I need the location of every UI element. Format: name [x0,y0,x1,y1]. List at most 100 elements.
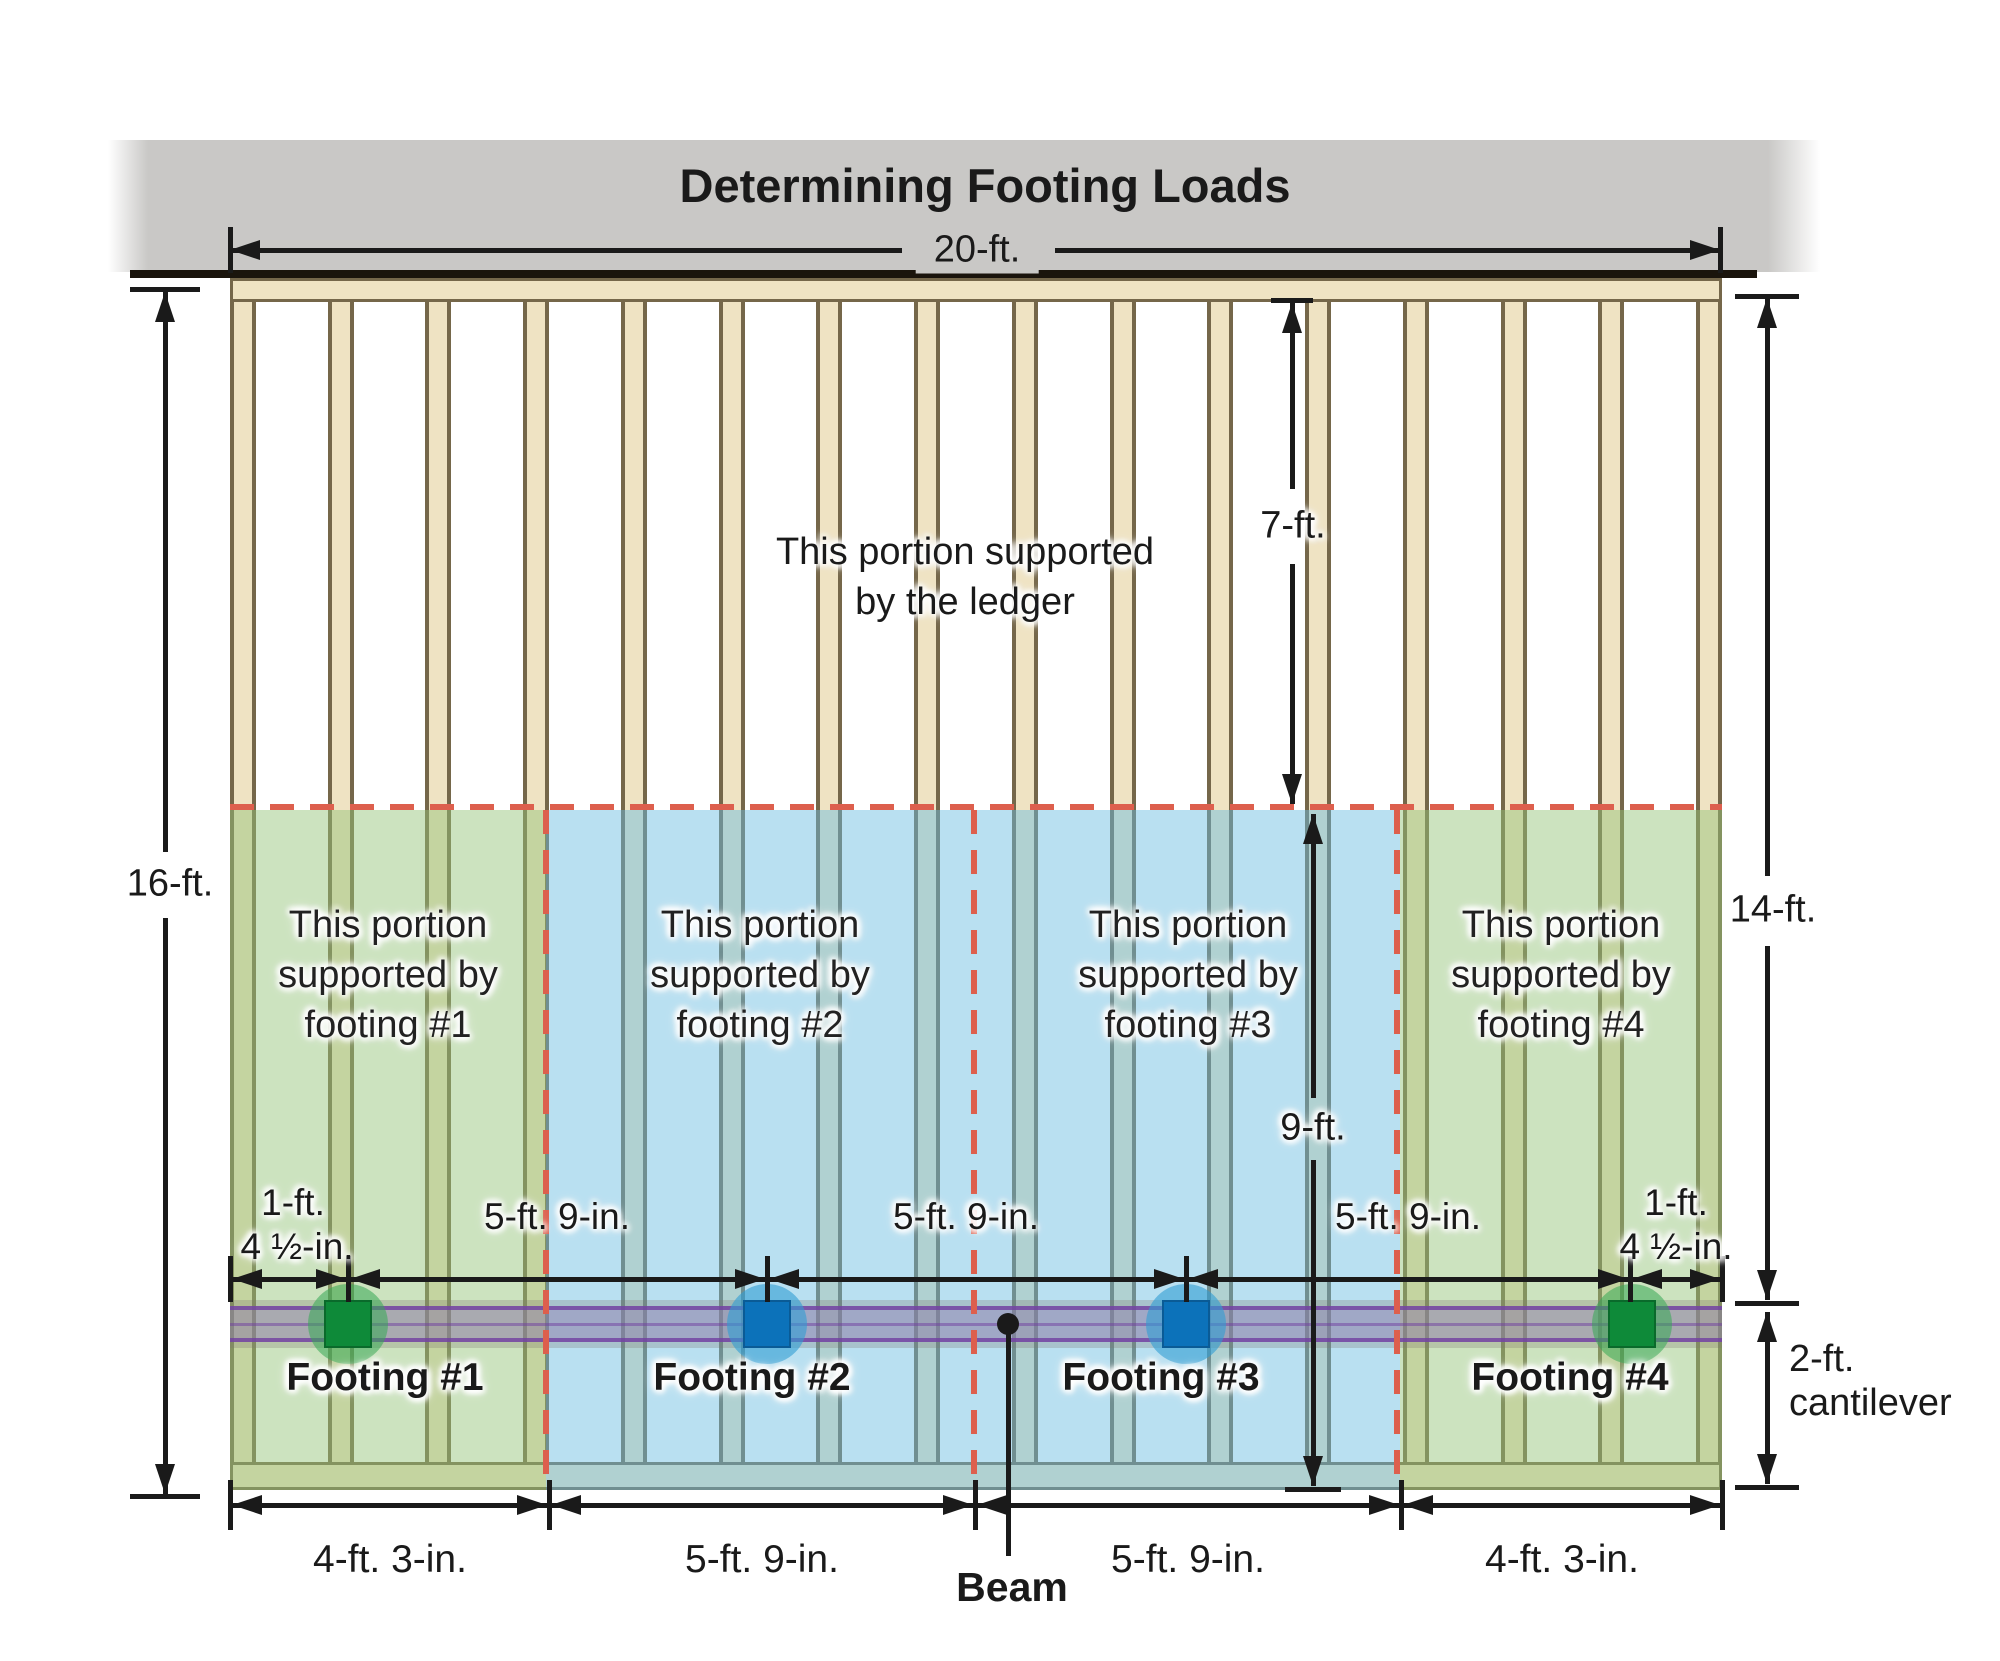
dim-line [1289,564,1295,804]
beam-pointer-line [1005,1324,1011,1556]
top-width-dim-label: 20-ft. [915,226,1039,274]
footing-4-label: Footing #4 [1471,1356,1669,1399]
bottom-dim-1: 4-ft. 3-in. [313,1538,467,1581]
dim-tick [1717,227,1723,273]
dim-tick [1398,1480,1404,1530]
right-total-dim-label: 14-ft. [1729,888,1817,931]
dim-arrowhead-down [1282,774,1302,804]
joist [1110,278,1136,1490]
dim-arrowhead-up [1282,303,1302,333]
dim-arrowhead-left [232,1495,262,1515]
joist [1305,278,1331,1490]
tributary-boundary-1-2 [543,810,549,1490]
dim-arrowhead-right [1690,240,1720,260]
dim-arrowhead-up [155,292,175,322]
tributary-boundary-3-4 [1394,810,1400,1490]
footing-2-pier [743,1300,791,1348]
ledger-note-line2: by the ledger [855,581,1075,623]
beam-dim-mid-1: 5-ft. 9-in. [484,1196,630,1237]
dim-line [350,1276,765,1282]
dim-line [1632,1276,1720,1282]
beam-dim-mid-2: 5-ft. 9-in. [893,1196,1039,1237]
zone-footing-1 [230,810,546,1490]
dim-arrowhead-left [232,1269,262,1289]
dim-line [162,292,168,852]
beam-dim-mid-3: 5-ft. 9-in. [1335,1196,1481,1237]
joist [914,278,940,1490]
dim-arrowhead-right [735,1269,765,1289]
joist [425,278,451,1490]
dim-tick [764,1256,770,1302]
dim-line [232,1276,346,1282]
zone-footing-3 [974,810,1400,1490]
dim-arrowhead-left [1188,1269,1218,1289]
page-title: Determining Footing Loads [679,159,1291,212]
dim-arrowhead-left [1403,1495,1433,1515]
dim-line [1764,1312,1770,1484]
dim-line [1055,247,1720,253]
joist [1501,278,1527,1490]
zone-3-label-line2: supported by [1078,954,1298,996]
dim-arrowhead-up [1757,1312,1777,1342]
dim-arrowhead-right [1369,1495,1399,1515]
dim-line [769,1276,1184,1282]
dim-line [162,918,168,1494]
dim-line [551,1502,973,1508]
zone-1-label-line2: supported by [278,954,498,996]
zone-footing-2 [546,810,974,1490]
beam-label: Beam [956,1564,1068,1610]
footing-4-pier [1608,1300,1656,1348]
zone-3-label-line3: footing #3 [1104,1004,1272,1046]
zone-3-label-line1: This portion [1088,904,1288,946]
dim-line [1188,1276,1628,1282]
dim-arrowhead-left [551,1495,581,1515]
dim-tick [1271,297,1313,303]
bottom-dim-4: 4-ft. 3-in. [1485,1538,1639,1581]
tributary-boundary-2-3 [971,810,977,1490]
dim-line [1403,1502,1720,1508]
cantilever-dim-line2: cantilever [1789,1382,1952,1424]
dim-line [230,247,902,253]
beam-dim-left-stack-line1: 1-ft. [261,1182,325,1223]
dim-tick [1735,293,1799,299]
dim-tick [1285,1486,1341,1492]
zone-1-label-line3: footing #1 [304,1004,472,1046]
joist [621,278,647,1490]
zone-4-label-line1: This portion [1461,904,1661,946]
zone-footing-4 [1400,810,1722,1490]
dim-tick [1719,1480,1725,1530]
zone-4-label-line2: supported by [1451,954,1671,996]
footing-1-label: Footing #1 [286,1356,484,1399]
bottom-dim-2: 5-ft. 9-in. [685,1538,839,1581]
dim-arrowhead-down [1757,1454,1777,1484]
joist [1403,278,1429,1490]
footing-2-marker [727,1284,807,1364]
footing-1-pier [324,1300,372,1348]
dim-arrowhead-left [1632,1269,1662,1289]
dim-arrowhead-left [230,240,260,260]
dim-arrowhead-right [316,1269,346,1289]
dim-tick [972,1480,978,1530]
dim-tick [227,1256,233,1302]
dim-tick [227,1480,233,1530]
dim-tick [130,286,200,292]
dim-arrowhead-right [1690,1495,1720,1515]
zone-2-label-line2: supported by [650,954,870,996]
dim-tick [1183,1256,1189,1302]
dim-tick [345,1256,351,1302]
dim-tick [1627,1256,1633,1302]
dim-arrowhead-left [977,1495,1007,1515]
dim-line [1764,946,1770,1300]
left-height-dim-label: 16-ft. [126,862,214,905]
zone-1-label-line1: This portion [288,904,488,946]
bottom-dim-3: 5-ft. 9-in. [1111,1538,1265,1581]
dim-arrowhead-left [350,1269,380,1289]
beam-dim-right-stack-line1: 1-ft. [1644,1182,1708,1223]
dim-arrowhead-left [769,1269,799,1289]
dim-arrowhead-right [943,1495,973,1515]
top-rim-board [230,278,1722,302]
dim-arrowhead-down [155,1464,175,1494]
ledger-line [130,270,1757,278]
dim-arrowhead-down [1303,1456,1323,1486]
